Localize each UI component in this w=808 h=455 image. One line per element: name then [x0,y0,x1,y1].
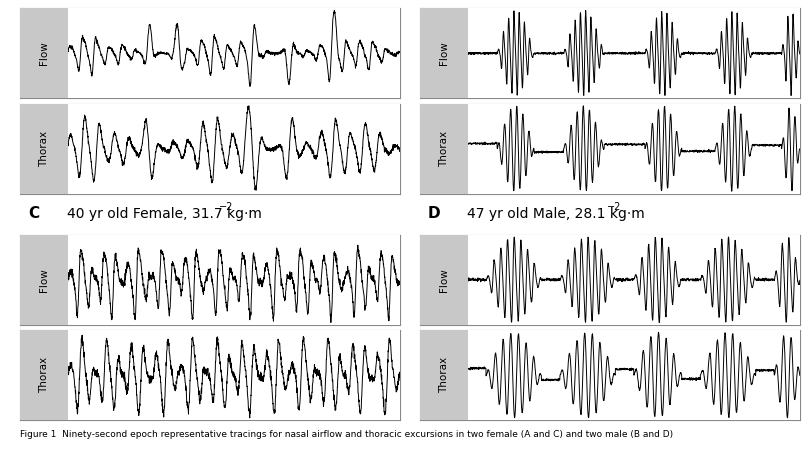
Text: Thorax: Thorax [39,131,49,167]
Text: Flow: Flow [439,268,449,292]
Text: C: C [28,207,39,222]
Text: 40 yr old Female, 31.7 kg·m: 40 yr old Female, 31.7 kg·m [67,207,262,221]
Text: 47 yr old Male, 28.1 kg·m: 47 yr old Male, 28.1 kg·m [467,207,645,221]
Text: −2: −2 [608,202,621,212]
Text: Figure 1  Ninety-second epoch representative tracings for nasal airflow and thor: Figure 1 Ninety-second epoch representat… [20,430,673,439]
Text: Thorax: Thorax [439,131,449,167]
Text: Flow: Flow [439,41,449,65]
Text: Thorax: Thorax [439,357,449,393]
Text: −2: −2 [219,202,234,212]
Text: D: D [428,207,440,222]
Text: Thorax: Thorax [39,357,49,393]
Text: Flow: Flow [39,268,49,292]
Text: Flow: Flow [39,41,49,65]
